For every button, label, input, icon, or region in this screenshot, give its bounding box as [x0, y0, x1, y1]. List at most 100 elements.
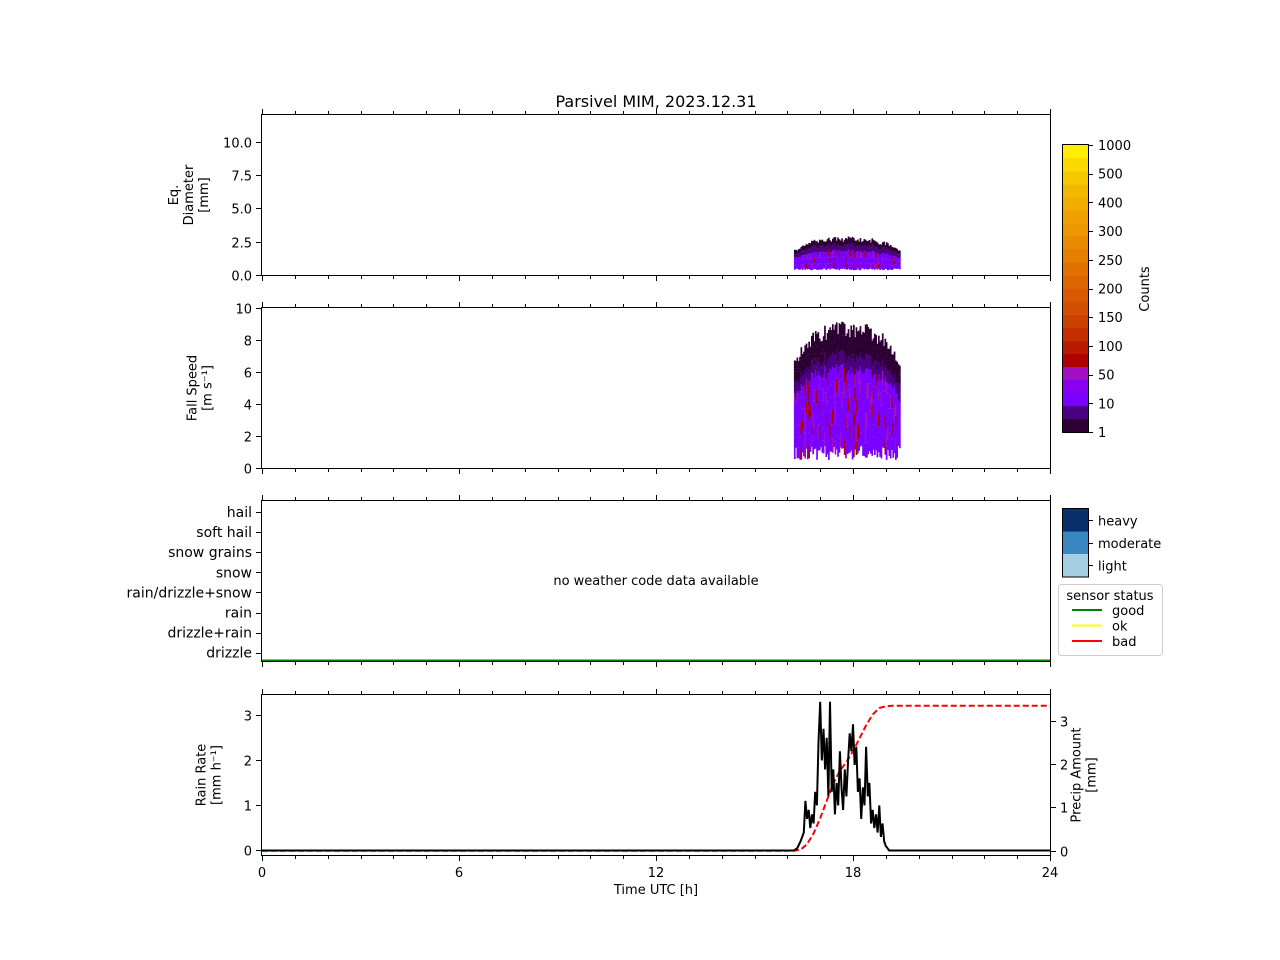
- heatmap-cell: [807, 244, 809, 250]
- heatmap-cell: [856, 331, 859, 345]
- diameter-y-label: Eq. Diameter [mm]: [167, 164, 212, 225]
- heatmap-cell: [893, 385, 896, 397]
- heatmap-cell: [828, 416, 830, 431]
- heatmap-cell: [812, 373, 814, 387]
- heatmap-cell: [835, 393, 838, 408]
- heatmap-cell: [845, 444, 847, 459]
- intensity-swatch: [1063, 509, 1088, 532]
- heatmap-cell: [871, 238, 874, 245]
- heatmap-cell: [793, 265, 796, 270]
- heatmap-cell: [862, 373, 864, 387]
- heatmap-cell: [881, 371, 884, 385]
- heatmap-cell: [881, 409, 884, 423]
- heatmap-cell: [851, 358, 854, 374]
- heatmap-cell: [800, 397, 803, 410]
- heatmap-cell: [816, 403, 818, 418]
- heatmap-cell: [880, 259, 883, 264]
- heatmap-cell: [880, 366, 883, 380]
- time-x-ticks: 0 6 12 18 24: [258, 689, 1058, 881]
- heatmap-cell: [799, 368, 801, 380]
- heatmap-cell: [825, 430, 828, 444]
- heatmap-cell: [874, 428, 876, 442]
- fall-speed-x-ticks: [262, 302, 1051, 474]
- heatmap-cell: [863, 346, 866, 361]
- heatmap-cell: [814, 435, 817, 449]
- heatmap-cell: [797, 253, 800, 258]
- heatmap-cell: [871, 263, 874, 270]
- axis-label-line: Precip Amount: [1070, 728, 1085, 823]
- heatmap-cell: [881, 258, 884, 265]
- heatmap-cell: [818, 388, 821, 401]
- heatmap-cell: [816, 347, 818, 362]
- heatmap-cell: [818, 413, 821, 426]
- heatmap-cell: [892, 354, 895, 366]
- heatmap-cell: [813, 365, 816, 378]
- heatmap-cell: [811, 422, 813, 435]
- heatmap-cell: [875, 399, 877, 412]
- heatmap-cell: [864, 442, 867, 458]
- heatmap-cell: [859, 251, 862, 258]
- heatmap-cell: [858, 241, 860, 248]
- heatmap-cell: [884, 249, 887, 255]
- heatmap-cell: [824, 379, 826, 393]
- heatmap-cell: [889, 245, 892, 250]
- heatmap-cell: [797, 371, 800, 383]
- heatmap-cell: [858, 410, 860, 425]
- heatmap-cell: [879, 254, 881, 260]
- heatmap-cell: [837, 250, 839, 257]
- heatmap-cell: [866, 263, 868, 270]
- heatmap-cell: [793, 253, 796, 258]
- heatmap-cell: [834, 339, 837, 354]
- heatmap-cell: [858, 424, 860, 438]
- heatmap-cell: [847, 384, 850, 399]
- heatmap-cell: [867, 240, 870, 247]
- heatmap-cell: [838, 239, 841, 246]
- heatmap-cell: [803, 363, 805, 375]
- heatmap-cell: [843, 257, 846, 264]
- heatmap-cell: [847, 249, 850, 256]
- heatmap-cell: [859, 326, 862, 340]
- heatmap-cell: [879, 259, 881, 265]
- weather-code-y-ticks: hail soft hail snow grains snow rain/drizzle…: [127, 505, 262, 662]
- heatmap-cell: [805, 378, 808, 391]
- heatmap-cell: [829, 327, 832, 342]
- heatmap-cell: [813, 239, 816, 246]
- heatmap-cell: [801, 386, 804, 398]
- y-tick-label: 0.0: [231, 270, 252, 285]
- heatmap-cell: [825, 404, 828, 418]
- heatmap-cell: [797, 382, 800, 394]
- heatmap-cell: [834, 411, 837, 426]
- colorbar-swatch: [1063, 301, 1088, 315]
- heatmap-cell: [859, 339, 862, 353]
- heatmap-cell: [817, 264, 820, 270]
- heatmap-cell: [868, 356, 871, 370]
- heatmap-cell: [892, 251, 895, 257]
- colorbar-swatch: [1063, 184, 1088, 198]
- heatmap-cell: [807, 348, 809, 361]
- heatmap-cell: [889, 420, 892, 434]
- x-tick-label: 18: [845, 866, 862, 881]
- heatmap-cell: [845, 349, 847, 364]
- axis-label-line: Eq.: [167, 185, 182, 206]
- heatmap-cell: [853, 369, 855, 384]
- heatmap-cell: [825, 258, 828, 265]
- counts-colorbar-frame: [1062, 144, 1089, 433]
- heatmap-cell: [872, 350, 875, 364]
- heatmap-cell: [796, 261, 799, 266]
- heatmap-cell: [893, 255, 896, 261]
- heatmap-cell: [824, 419, 826, 433]
- heatmap-cell: [809, 440, 812, 452]
- heatmap-cell: [797, 257, 800, 262]
- heatmap-cell: [813, 245, 816, 252]
- heatmap-cell: [832, 338, 834, 353]
- heatmap-cell: [800, 264, 803, 269]
- heatmap-cell: [818, 351, 821, 364]
- heatmap-cell: [883, 357, 885, 369]
- heatmap-cell: [843, 245, 846, 252]
- heatmap-cell: [888, 372, 891, 385]
- heatmap-cell: [849, 263, 851, 270]
- heatmap-cell: [813, 425, 816, 438]
- heatmap-cell: [835, 252, 838, 259]
- heatmap-cell: [799, 261, 801, 266]
